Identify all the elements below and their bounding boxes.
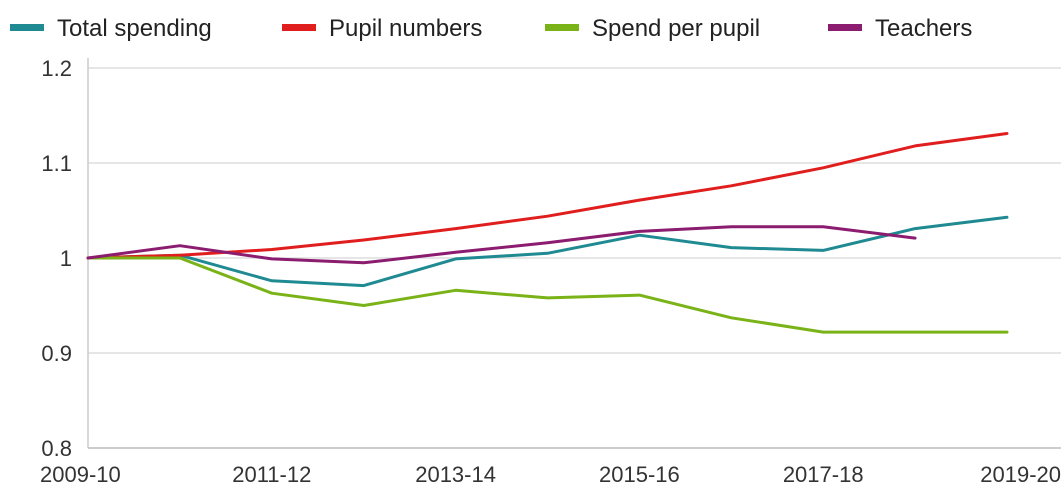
- y-tick-label: 0.8: [41, 436, 72, 461]
- y-tick-label: 1: [60, 246, 72, 271]
- legend-label: Teachers: [875, 15, 972, 42]
- tick-labels: 0.8 0.9 1 1.1 1.2 2009-10 2011-12 2013-14 2015-1…: [40, 56, 1061, 487]
- legend-swatch: [282, 24, 316, 31]
- legend-swatch: [10, 24, 44, 31]
- legend: Total spending Pupil numbers Spend per pup…: [10, 15, 972, 42]
- x-tick-label: 2009-10: [40, 462, 121, 487]
- x-tick-label: 2013-14: [415, 462, 496, 487]
- legend-swatch: [828, 24, 862, 31]
- x-tick-label: 2017-18: [783, 462, 864, 487]
- x-tick-label: 2015-16: [599, 462, 680, 487]
- series-line-total-spending: [86, 215, 1009, 288]
- axes: [87, 58, 1061, 449]
- series-line-spend-per-pupil: [86, 256, 1009, 334]
- series-line-pupil-numbers: [86, 132, 1009, 260]
- series-line-teachers: [86, 225, 917, 265]
- y-tick-label: 0.9: [41, 341, 72, 366]
- legend-label: Spend per pupil: [592, 15, 760, 42]
- series-lines: [86, 132, 1009, 334]
- legend-swatch: [545, 24, 579, 31]
- x-tick-label: 2019-20: [980, 462, 1061, 487]
- y-tick-label: 1.2: [41, 56, 72, 81]
- x-tick-label: 2011-12: [232, 462, 311, 487]
- legend-label: Total spending: [57, 15, 212, 42]
- y-tick-label: 1.1: [41, 151, 72, 176]
- grid-lines: [88, 67, 1061, 354]
- legend-label: Pupil numbers: [329, 15, 482, 42]
